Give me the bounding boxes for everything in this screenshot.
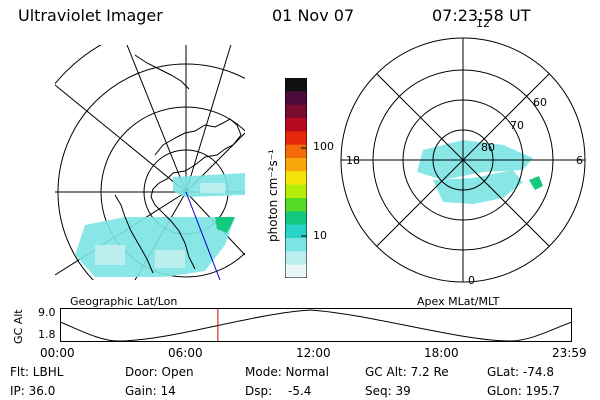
colorbar-band [285, 104, 307, 119]
polar-bright-patch [529, 176, 543, 190]
time-tick-1200: 12:00 [296, 346, 331, 360]
colorbar-band [285, 198, 307, 212]
altitude-tick-1-8: 1.8 [38, 328, 56, 341]
time-tick-0000: 00:00 [40, 346, 75, 360]
altitude-curve [60, 309, 572, 342]
time-tick-2359: 23:59 [552, 346, 587, 360]
colorbar-band [285, 158, 307, 172]
mlt-label-12: 12 [476, 17, 490, 30]
colorbar-band [285, 131, 307, 146]
colorbar-band [285, 78, 307, 92]
colorbar-unit-label: photon cm⁻²s⁻¹ [266, 149, 280, 242]
status-glon: GLon: 195.7 [487, 384, 560, 398]
colorbar-band [285, 144, 307, 159]
colorbar-band [285, 118, 307, 132]
coastline-north [134, 54, 190, 90]
time-tick-1800: 18:00 [424, 346, 459, 360]
colorbar-band [285, 264, 307, 278]
magnetic-polar-plot [340, 37, 586, 283]
colorbar-band [285, 251, 307, 266]
status-ip: IP: 36.0 [10, 384, 56, 398]
mlt-label-18: 18 [346, 154, 360, 167]
mlat-label-60: 60 [533, 96, 547, 109]
altitude-plot [60, 308, 572, 342]
mlat-label-80: 80 [481, 141, 495, 154]
mlt-label-0: 0 [468, 274, 475, 287]
status-filter: Flt: LBHL [10, 365, 64, 379]
geographic-caption: Geographic Lat/Lon [70, 295, 178, 308]
colorbar-band [285, 91, 307, 106]
time-tick-0600: 06:00 [168, 346, 203, 360]
colorbar-band [285, 238, 307, 252]
apex-caption: Apex MLat/MLT [417, 295, 500, 308]
date-label: 01 Nov 07 [272, 6, 355, 25]
status-glat: GLat: -74.8 [487, 365, 554, 379]
status-gain: Gain: 14 [125, 384, 176, 398]
geographic-map [55, 45, 245, 280]
colorbar-tick-label-100: 100 [313, 140, 334, 153]
colorbar-band [285, 211, 307, 226]
colorbar-tick-label-10: 10 [313, 229, 327, 242]
colorbar-band [285, 184, 307, 199]
colorbar [285, 78, 307, 278]
altitude-tick-9: 9.0 [38, 306, 56, 319]
satellite-track [185, 191, 221, 280]
coastline-south [114, 194, 154, 274]
colorbar-band [285, 224, 307, 239]
coastline [150, 118, 242, 270]
mlat-label-70: 70 [510, 119, 524, 132]
mlt-label-6: 6 [576, 154, 583, 167]
status-gc-alt: GC Alt: 7.2 Re [365, 365, 449, 379]
colorbar-band [285, 171, 307, 186]
status-seq: Seq: 39 [365, 384, 411, 398]
status-mode: Mode: Normal [245, 365, 329, 379]
emission-bright-patch [215, 217, 235, 233]
status-door: Door: Open [125, 365, 194, 379]
emission-speckle [95, 183, 225, 268]
status-dsp-value: -5.4 [288, 384, 312, 398]
altitude-ylabel: GC Alt [12, 309, 25, 344]
instrument-title: Ultraviolet Imager [18, 6, 163, 25]
polar-grid [340, 37, 586, 283]
status-dsp-label: Dsp: [245, 384, 273, 398]
time-label: 07:23:58 UT [432, 6, 531, 25]
